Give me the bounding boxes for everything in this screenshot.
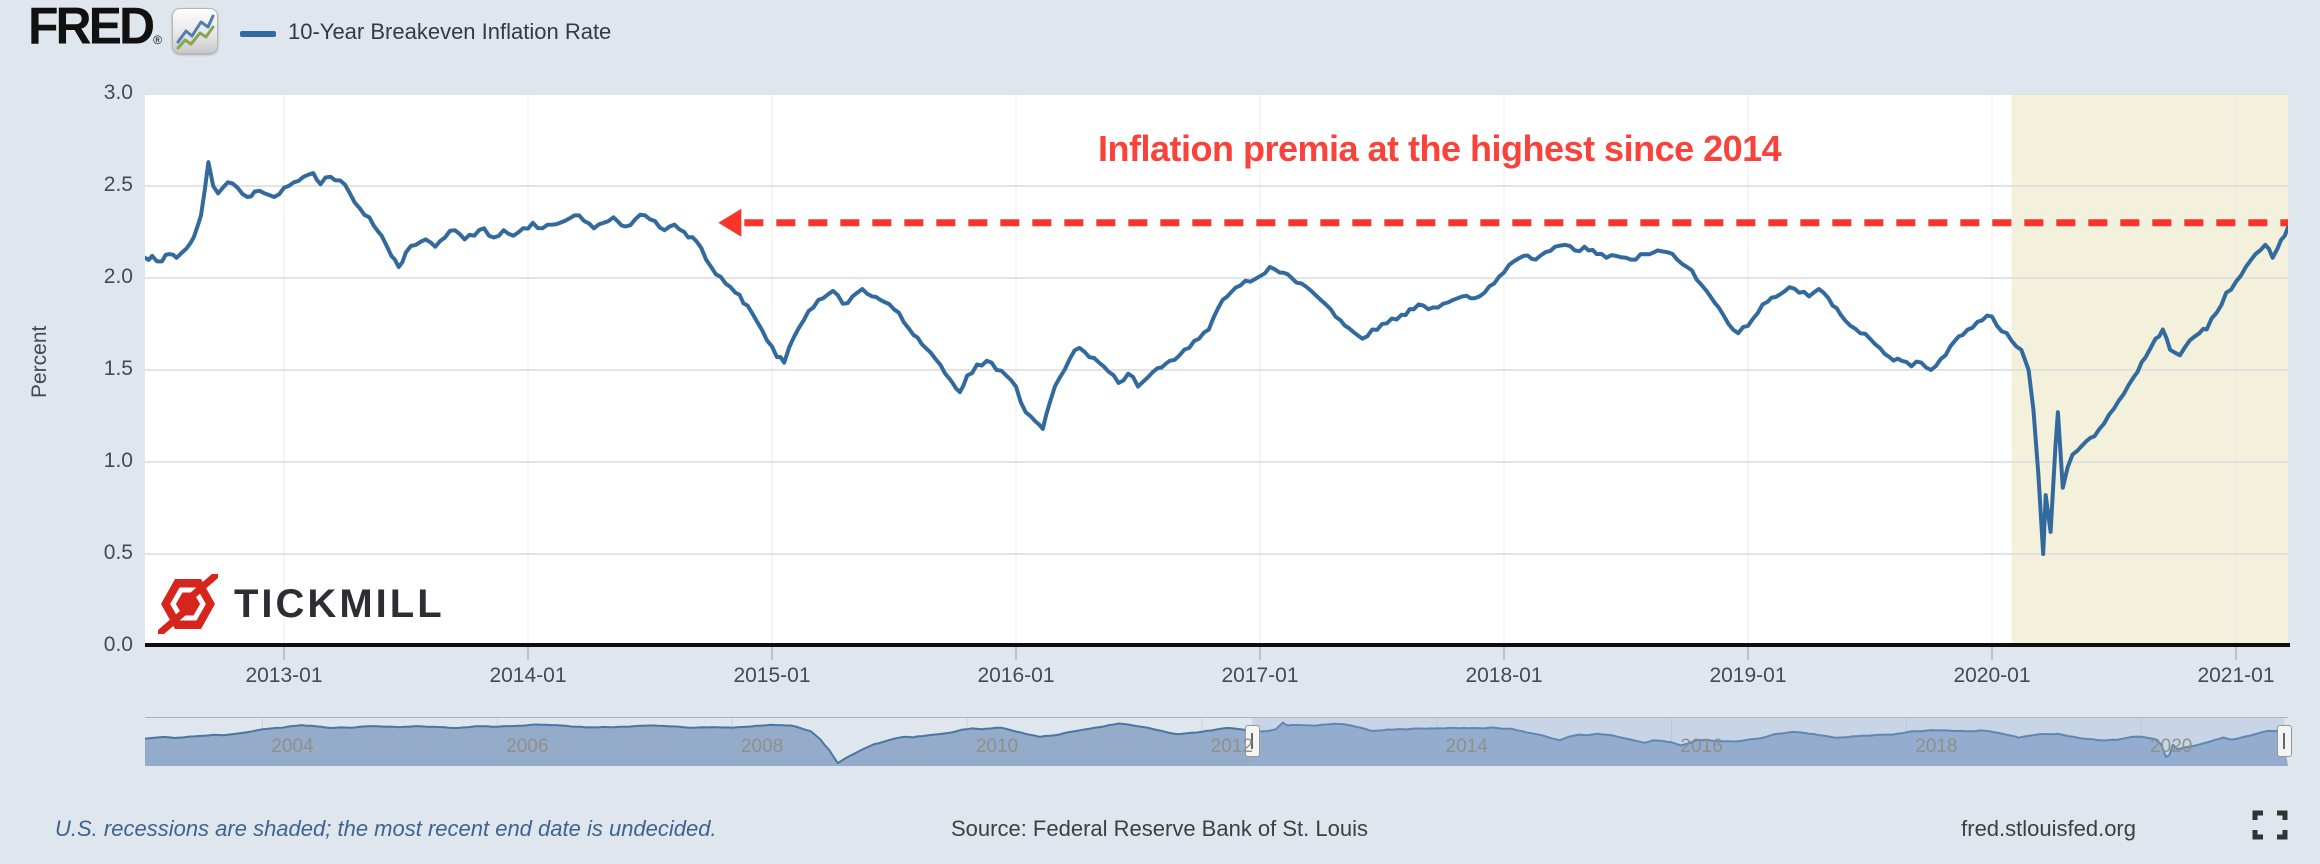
x-axis-tick-label: 2018-01 (1465, 664, 1543, 687)
tickmill-watermark-text: TICKMILL (234, 581, 445, 626)
x-axis-tick (1991, 647, 1993, 660)
tickmill-logo-icon (158, 574, 218, 634)
x-axis-tick-label: 2013-01 (245, 664, 323, 687)
x-axis-tick-label: 2019-01 (1709, 664, 1787, 687)
navigator-left-handle[interactable] (1245, 725, 1261, 757)
navigator-year-label: 2004 (271, 736, 314, 757)
navigator-svg[interactable] (144, 718, 2288, 766)
y-axis-tick-label: 2.5 (103, 173, 133, 196)
fullscreen-icon (2252, 810, 2288, 840)
y-axis-tick-label: 0.0 (103, 633, 133, 656)
breakeven-series-line (142, 160, 2292, 556)
annotation-text: Inflation premia at the highest since 20… (1098, 128, 1782, 169)
main-chart-svg[interactable] (142, 93, 2292, 646)
navigator[interactable] (144, 718, 2288, 766)
navigator-area (145, 722, 2288, 766)
y-axis-tick-label: 3.0 (103, 81, 133, 104)
y-axis-tick-label: 2.0 (103, 265, 133, 288)
x-axis-tick-label: 2016-01 (977, 664, 1055, 687)
handle-grip-icon (1251, 733, 1254, 749)
main-chart[interactable] (142, 93, 2292, 651)
registered-trademark: ® (153, 33, 162, 47)
x-axis-tick-label: 2017-01 (1221, 664, 1299, 687)
navigator-year-label: 2008 (740, 736, 784, 757)
arrow-left-icon (718, 208, 742, 237)
y-axis-title: Percent (28, 325, 51, 398)
handle-grip-icon (2283, 733, 2286, 749)
y-axis-tick-label: 0.5 (103, 541, 133, 564)
x-axis-tick (771, 647, 773, 660)
x-axis-baseline (145, 643, 2290, 647)
x-axis-tick-label: 2014-01 (489, 664, 567, 687)
x-axis-tick (2235, 647, 2237, 660)
site-link[interactable]: fred.stlouisfed.org (1961, 816, 2136, 841)
navigator-year-label: 2018 (1915, 736, 1958, 757)
fullscreen-button[interactable] (2252, 810, 2288, 840)
fred-wordmark: FRED (28, 0, 155, 56)
navigator-year-label: 2020 (2150, 736, 2193, 757)
navigator-year-label: 2010 (975, 736, 1019, 757)
navigator-year-label: 2012 (1210, 736, 1253, 757)
x-axis-tick (1015, 647, 1017, 660)
navigator-year-label: 2016 (1680, 736, 1723, 757)
navigator-year-label: 2006 (506, 736, 549, 757)
tickmill-watermark: TICKMILL (158, 574, 445, 634)
source-text: Source: Federal Reserve Bank of St. Loui… (951, 816, 1368, 841)
x-axis-tick (527, 647, 529, 660)
x-axis-tick (1259, 647, 1261, 660)
x-axis-tick-label: 2020-01 (1953, 664, 2031, 687)
legend-line-swatch (240, 31, 276, 37)
fred-logo: FRED ® (28, 0, 162, 56)
y-axis-tick-label: 1.5 (103, 357, 133, 380)
x-axis-tick (1747, 647, 1749, 660)
recession-note: U.S. recessions are shaded; the most rec… (55, 816, 717, 841)
navigator-top-border (145, 717, 2288, 718)
fred-chart-icon (172, 8, 218, 54)
x-axis-tick-label: 2021-01 (2197, 664, 2275, 687)
navigator-right-handle[interactable] (2277, 725, 2293, 757)
fred-chart-icon-glyph (176, 14, 215, 50)
x-axis-tick (283, 647, 285, 660)
navigator-selection[interactable] (1252, 718, 2285, 766)
x-axis-tick (1503, 647, 1505, 660)
x-axis-tick-label: 2015-01 (733, 664, 811, 687)
navigator-line (144, 721, 2283, 765)
y-axis-tick-label: 1.0 (103, 449, 133, 472)
legend-series-label: 10-Year Breakeven Inflation Rate (288, 19, 612, 44)
navigator-year-label: 2014 (1445, 736, 1488, 757)
